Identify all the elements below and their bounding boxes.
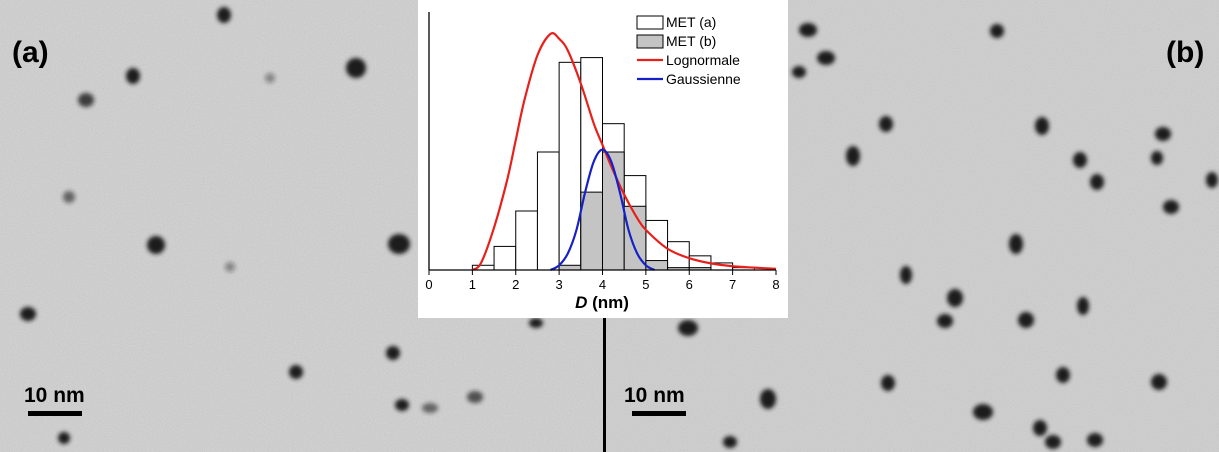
x-tick-label: 8 (772, 277, 779, 292)
histogram-bar-a (558, 61, 582, 271)
histogram-bar-a (667, 241, 690, 271)
legend-swatch (636, 15, 664, 30)
scale-bar-b (632, 411, 686, 416)
legend-label: Lognormale (666, 52, 740, 68)
legend-label: MET (a) (666, 14, 716, 30)
x-tick-label: 3 (556, 277, 563, 292)
size-distribution-chart: 0 1 2 3 4 5 6 7 8 D (nm) MET (a) MET (b) Lognormal… (418, 0, 788, 318)
histogram-bar-b (558, 264, 582, 271)
x-axis-title: D (nm) (575, 293, 629, 312)
legend-swatch (636, 34, 664, 49)
curve-gaussienne (549, 148, 656, 271)
scale-bar-label-a: 10 nm (24, 384, 85, 407)
x-tick-label: 4 (599, 277, 606, 292)
chart-legend: MET (a) MET (b) Lognormale Gaussienne (636, 14, 741, 87)
panel-label-a: (a) (12, 36, 49, 69)
legend-label: MET (b) (666, 33, 716, 49)
x-tick-label: 2 (512, 277, 519, 292)
x-axis-title-symbol: D (575, 293, 587, 312)
plot-area: 0 1 2 3 4 5 6 7 8 (425, 12, 780, 292)
legend-label: Gaussienne (666, 71, 741, 87)
curve-lognormale (471, 32, 777, 271)
x-tick-label: 1 (469, 277, 476, 292)
nanoparticles-b (678, 23, 1218, 449)
histogram-bar-b (580, 191, 603, 271)
histogram-bar-a (493, 245, 517, 271)
x-tick-label: 6 (686, 277, 693, 292)
x-axis-title-unit: (nm) (587, 293, 629, 312)
x-tick-label: 0 (425, 277, 432, 292)
panel-divider (603, 295, 606, 452)
histogram-bar-a (515, 210, 538, 271)
scale-bar-a (28, 411, 82, 416)
panel-label-b: (b) (1166, 36, 1204, 69)
histogram-bar-a (536, 151, 560, 271)
x-tick-label: 7 (729, 277, 736, 292)
nanoparticles-a (20, 7, 543, 444)
x-tick-label: 5 (642, 277, 649, 292)
scale-bar-label-b: 10 nm (624, 384, 685, 407)
